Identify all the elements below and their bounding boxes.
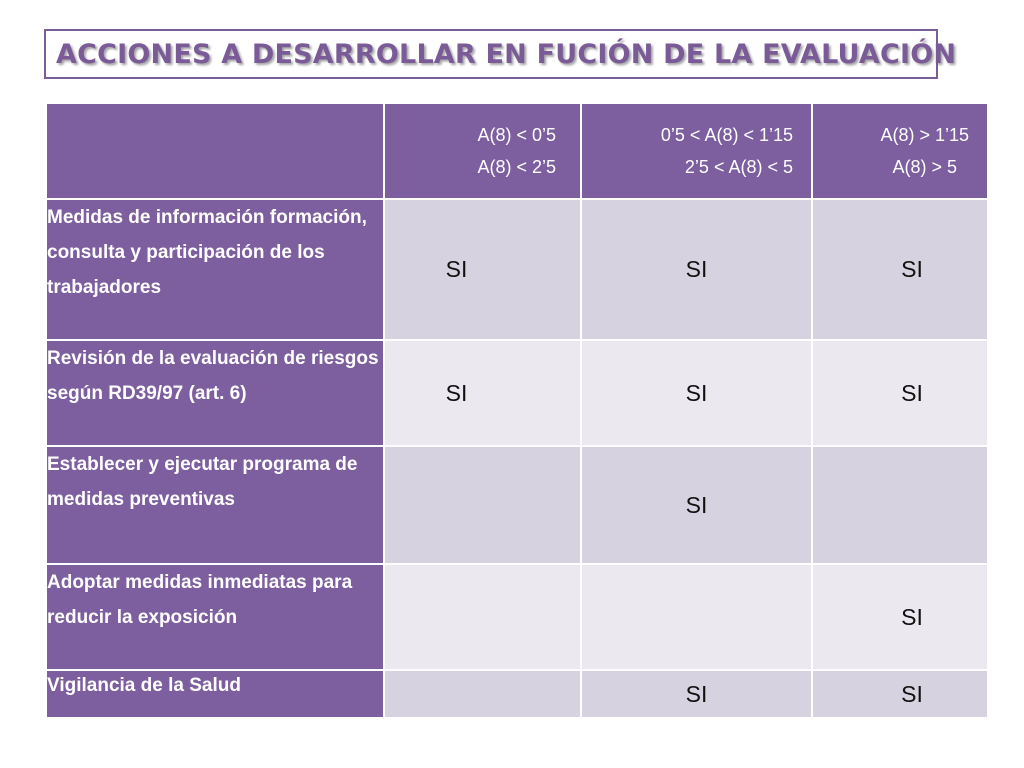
row-label: Medidas de información formación, consul… (45, 198, 385, 341)
cell-value: SI (685, 491, 708, 518)
cell-value: SI (685, 680, 708, 707)
table-cell: SI (811, 563, 989, 671)
table-cell: SI (383, 339, 582, 447)
row-label: Establecer y ejecutar programa de medida… (45, 445, 385, 565)
table-cell: SI (580, 445, 813, 565)
cell-value: SI (445, 256, 468, 282)
table-cell: SI (811, 669, 989, 719)
row-label: Revisión de la evaluación de riesgos seg… (45, 339, 385, 447)
evaluation-actions-table: A(8) < 0’5 A(8) < 2’5 0’5 < A(8) < 1’15 … (45, 102, 989, 719)
title-box: ACCIONES A DESARROLLAR EN FUCIÓN DE LA E… (44, 29, 956, 79)
header-line: A(8) < 0’5 (477, 125, 556, 145)
header-line: 0’5 < A(8) < 1’15 (660, 125, 793, 145)
table-cell (383, 445, 582, 565)
row-label: Vigilancia de la Salud (45, 669, 385, 719)
header-line: A(8) > 1’15 (880, 125, 969, 145)
header-line: 2’5 < A(8) < 5 (684, 157, 793, 177)
cell-value: SI (685, 379, 708, 406)
table-cell (383, 563, 582, 671)
slide-title: ACCIONES A DESARROLLAR EN FUCIÓN DE LA E… (56, 38, 957, 70)
header-level-medium: 0’5 < A(8) < 1’15 2’5 < A(8) < 5 (580, 102, 813, 200)
cell-value: SI (901, 379, 923, 406)
table-cell (383, 669, 582, 719)
row-label: Adoptar medidas inmediatas para reducir … (45, 563, 385, 671)
header-empty-cell (45, 102, 385, 200)
table-row: Vigilancia de la Salud SI SI (45, 669, 989, 719)
header-line: A(8) > 5 (892, 157, 957, 177)
table-cell: SI (811, 339, 989, 447)
table-cell: SI (811, 198, 989, 341)
cell-value: SI (685, 256, 708, 282)
table-cell (580, 563, 813, 671)
header-level-high: A(8) > 1’15 A(8) > 5 (811, 102, 989, 200)
table-row: Adoptar medidas inmediatas para reducir … (45, 563, 989, 671)
cell-value: SI (445, 379, 468, 406)
cell-value: SI (901, 603, 923, 630)
table-row: Medidas de información formación, consul… (45, 198, 989, 341)
table-cell: SI (580, 339, 813, 447)
table-cell: SI (383, 198, 582, 341)
header-level-low: A(8) < 0’5 A(8) < 2’5 (383, 102, 582, 200)
cell-value: SI (901, 680, 923, 707)
table-cell: SI (580, 669, 813, 719)
table-row: Revisión de la evaluación de riesgos seg… (45, 339, 989, 447)
header-line: A(8) < 2’5 (477, 157, 556, 177)
table-row: Establecer y ejecutar programa de medida… (45, 445, 989, 565)
table-cell (811, 445, 989, 565)
table-cell: SI (580, 198, 813, 341)
cell-value: SI (901, 256, 923, 282)
